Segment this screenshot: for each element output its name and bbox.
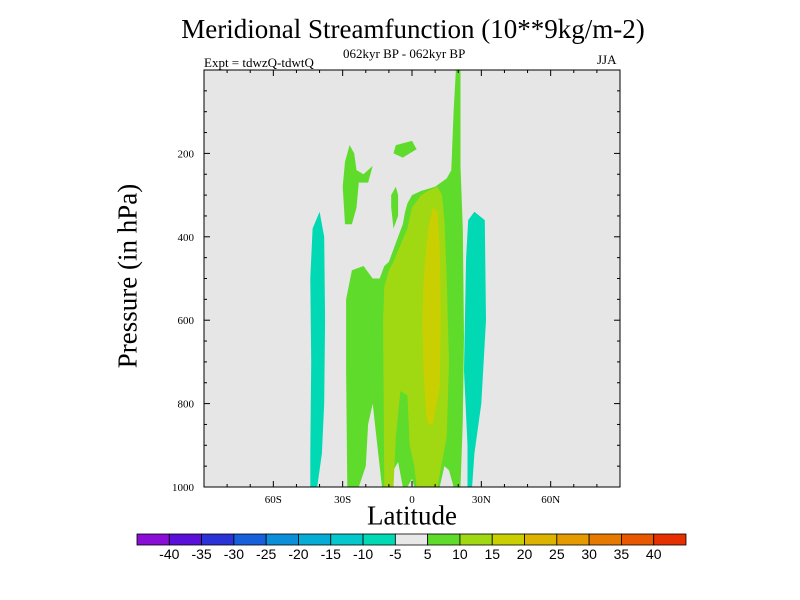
colorbar-swatch xyxy=(653,533,687,546)
colorbar-swatch xyxy=(491,533,525,546)
colorbar-swatch xyxy=(427,533,461,546)
colorbar-label: -30 xyxy=(224,546,244,562)
colorbar-label: 5 xyxy=(424,546,432,562)
x-tick-label: 0 xyxy=(409,494,415,506)
colorbar-swatch xyxy=(621,533,655,546)
x-tick-label: 30S xyxy=(334,494,351,506)
colorbar-swatch xyxy=(233,533,267,546)
x-tick-label: 60N xyxy=(541,494,560,506)
colorbar-swatch xyxy=(298,533,332,546)
colorbar-label: 40 xyxy=(646,546,662,562)
colorbar-swatch xyxy=(524,533,558,546)
contour-positive-cell-15 xyxy=(422,207,441,425)
colorbar-label: -25 xyxy=(256,546,276,562)
colorbar-label: -35 xyxy=(191,546,211,562)
colorbar-swatch xyxy=(362,533,396,546)
y-tick-label: 1000 xyxy=(172,482,195,494)
colorbar-swatch xyxy=(136,533,170,546)
colorbar-label: 10 xyxy=(452,546,468,562)
colorbar-label: 15 xyxy=(484,546,500,562)
colorbar-swatch xyxy=(168,533,202,546)
colorbar-label: -40 xyxy=(159,546,179,562)
x-tick-label: 30N xyxy=(472,494,491,506)
contour-upper-positive-blob-mid xyxy=(391,186,399,229)
colorbar-label: 30 xyxy=(581,546,597,562)
experiment-label: Expt = tdwzQ-tdwtQ xyxy=(204,55,314,70)
colorbar-swatch xyxy=(394,533,429,546)
colorbar-swatch xyxy=(201,533,235,546)
colorbar-label: -10 xyxy=(353,546,373,562)
chart-subtitle: 062kyr BP - 062kyr BP xyxy=(343,46,466,61)
colorbar-swatch xyxy=(330,533,364,546)
y-tick-label: 200 xyxy=(178,148,195,160)
colorbar-swatch xyxy=(459,533,493,546)
y-tick-label: 600 xyxy=(178,315,195,327)
colorbar-swatch xyxy=(556,533,590,546)
y-tick-label: 800 xyxy=(178,399,195,411)
colorbar-swatch xyxy=(265,533,299,546)
contour-upper-positive-blob-west xyxy=(342,145,373,225)
x-axis-label: Latitude xyxy=(367,500,457,531)
colorbar-swatch xyxy=(588,533,622,546)
season-label: JJA xyxy=(597,52,617,67)
colorbar-label: -5 xyxy=(389,546,402,562)
colorbar-label: 20 xyxy=(517,546,533,562)
colorbar-label: -15 xyxy=(321,546,341,562)
colorbar-label: 35 xyxy=(614,546,630,562)
chart-title: Meridional Streamfunction (10**9kg/m-2) xyxy=(181,14,645,44)
contour-southern-negative-cell xyxy=(310,211,326,488)
y-tick-label: 400 xyxy=(178,232,195,244)
colorbar-label: -20 xyxy=(288,546,308,562)
x-tick-label: 60S xyxy=(265,494,282,506)
contour-northern-negative-cell xyxy=(464,211,486,488)
colorbar-label: 25 xyxy=(549,546,565,562)
contour-upper-positive-blob-top xyxy=(393,140,417,158)
